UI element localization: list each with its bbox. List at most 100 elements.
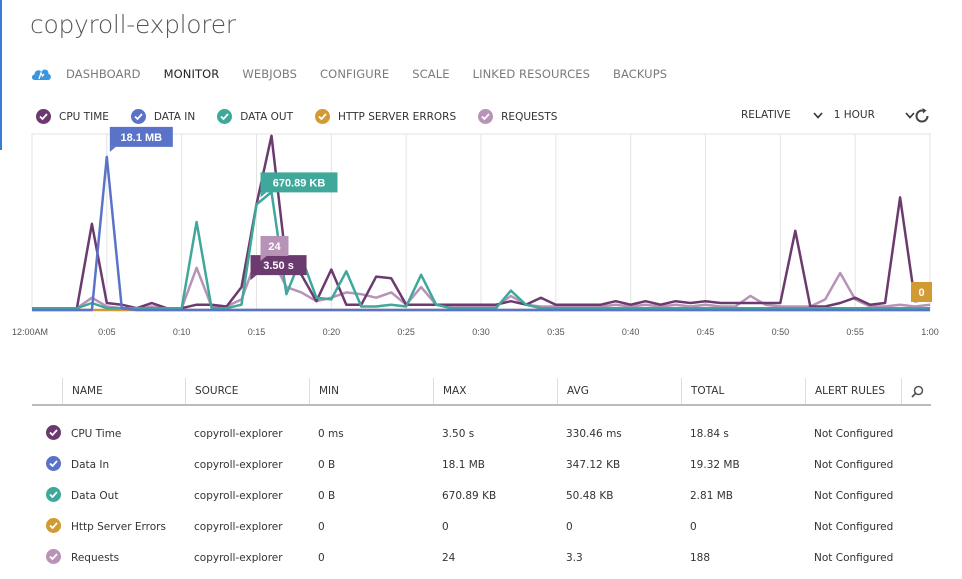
scale-dropdown[interactable]: RELATIVE bbox=[741, 109, 823, 121]
metric-name: Requests bbox=[71, 551, 120, 564]
series-line-data-out bbox=[32, 190, 930, 310]
column-header-total[interactable]: TOTAL bbox=[681, 378, 805, 404]
check-circle-icon bbox=[46, 486, 61, 502]
total-cell: 2.81 MB bbox=[690, 489, 733, 502]
alert-rules-cell[interactable]: Not Configured bbox=[814, 458, 894, 471]
x-tick-label: 0:30 bbox=[472, 327, 490, 337]
peak-callout bbox=[260, 172, 338, 193]
row-checkbox[interactable] bbox=[32, 517, 62, 536]
tab-webjobs[interactable]: WEBJOBS bbox=[242, 67, 298, 81]
avg-cell: 347.12 KB bbox=[566, 458, 621, 471]
tab-monitor[interactable]: MONITOR bbox=[163, 67, 220, 81]
min-cell: 0 B bbox=[318, 458, 336, 471]
legend-item-data-in[interactable]: DATA IN bbox=[130, 109, 196, 124]
metrics-table: NAME SOURCE MIN MAX AVG TOTAL ALERT RULE… bbox=[32, 378, 931, 573]
table-row[interactable]: Requests copyroll-explorer 0 24 3.3 188 Not Co… bbox=[32, 542, 931, 573]
table-row[interactable]: Data Out copyroll-explorer 0 B 670.89 KB 50.… bbox=[32, 480, 931, 511]
column-header-avg[interactable]: AVG bbox=[557, 378, 681, 404]
check-circle-icon bbox=[478, 109, 494, 124]
peak-callout-pointer bbox=[109, 146, 116, 152]
legend-label: REQUESTS bbox=[501, 110, 558, 123]
metric-name: Data Out bbox=[71, 489, 119, 502]
search-icon bbox=[911, 385, 924, 398]
x-tick-label: 0:45 bbox=[697, 327, 715, 337]
metric-name: CPU Time bbox=[71, 427, 122, 440]
total-cell: 188 bbox=[690, 551, 711, 564]
source-cell: copyroll-explorer bbox=[194, 489, 283, 502]
peak-callout-label: 3.50 s bbox=[263, 260, 294, 272]
tab-backups[interactable]: BACKUPS bbox=[612, 67, 668, 81]
top-nav: DASHBOARD MONITOR WEBJOBS CONFIGURE SCAL… bbox=[30, 64, 690, 84]
column-header-name[interactable]: NAME bbox=[62, 378, 185, 404]
peak-callout-pointer bbox=[260, 192, 267, 198]
x-tick-label: 0:15 bbox=[248, 327, 266, 337]
peak-callout bbox=[911, 282, 932, 302]
alert-rules-cell[interactable]: Not Configured bbox=[814, 427, 894, 440]
refresh-icon[interactable] bbox=[913, 107, 931, 125]
table-row[interactable]: CPU Time copyroll-explorer 0 ms 3.50 s 330.4… bbox=[32, 418, 931, 449]
x-tick-label: 0:55 bbox=[846, 327, 864, 337]
x-tick-label: 0:10 bbox=[173, 327, 191, 337]
total-cell: 18.84 s bbox=[690, 427, 729, 440]
left-accent-bar bbox=[0, 0, 2, 150]
legend-label: HTTP SERVER ERRORS bbox=[338, 110, 457, 123]
table-row[interactable]: Http Server Errors copyroll-explorer 0 0 0 0 N… bbox=[32, 511, 931, 542]
source-cell: copyroll-explorer bbox=[194, 520, 283, 533]
tab-configure[interactable]: CONFIGURE bbox=[320, 67, 390, 81]
legend-item-cpu-time[interactable]: CPU TIME bbox=[36, 109, 109, 124]
legend-label: CPU TIME bbox=[59, 110, 109, 123]
check-circle-icon bbox=[217, 109, 233, 124]
column-header-source[interactable]: SOURCE bbox=[185, 378, 309, 404]
chevron-down-icon bbox=[905, 111, 915, 119]
row-checkbox[interactable] bbox=[32, 424, 62, 443]
avg-cell: 50.48 KB bbox=[566, 489, 614, 502]
series-line-data-in bbox=[32, 155, 930, 312]
peak-callout-label: 0 bbox=[918, 287, 924, 299]
table-row[interactable]: Data In copyroll-explorer 0 B 18.1 MB 347.12… bbox=[32, 449, 931, 480]
check-circle-icon bbox=[46, 455, 61, 471]
x-tick-label: 0:35 bbox=[547, 327, 565, 337]
check-circle-icon bbox=[36, 109, 51, 124]
tab-linked-resources[interactable]: LINKED RESOURCES bbox=[472, 67, 590, 81]
min-cell: 0 bbox=[318, 551, 325, 564]
source-cell: copyroll-explorer bbox=[194, 427, 283, 440]
metrics-line-chart: 12:00AM 0:05 0:10 0:15 0:20 0:25 0:30 0:35 0:40 0… bbox=[12, 126, 939, 337]
min-cell: 0 bbox=[318, 520, 325, 533]
check-circle-icon bbox=[46, 424, 61, 440]
legend-label: DATA OUT bbox=[240, 110, 293, 123]
alert-rules-cell[interactable]: Not Configured bbox=[814, 551, 894, 564]
column-header-min[interactable]: MIN bbox=[309, 378, 433, 404]
chart-legend: CPU TIME DATA IN DATA OUT HTTP SERVER ER… bbox=[36, 109, 579, 124]
legend-item-requests[interactable]: REQUESTS bbox=[478, 109, 557, 124]
table-header: NAME SOURCE MIN MAX AVG TOTAL ALERT RULE… bbox=[32, 378, 931, 406]
source-cell: copyroll-explorer bbox=[194, 551, 283, 564]
table-search-button[interactable] bbox=[901, 378, 931, 404]
legend-item-http-server-errors[interactable]: HTTP SERVER ERRORS bbox=[315, 109, 456, 124]
peak-callout bbox=[109, 126, 173, 147]
max-cell: 3.50 s bbox=[442, 427, 475, 440]
column-header-alert-rules[interactable]: ALERT RULES bbox=[805, 378, 901, 404]
metric-name: Data In bbox=[71, 458, 110, 471]
row-checkbox[interactable] bbox=[32, 548, 62, 567]
tab-scale[interactable]: SCALE bbox=[412, 67, 450, 81]
check-circle-icon bbox=[315, 109, 330, 124]
time-range-dropdown[interactable]: 1 HOUR bbox=[834, 109, 915, 121]
row-checkbox[interactable] bbox=[32, 486, 62, 505]
header-select bbox=[32, 378, 62, 404]
legend-item-data-out[interactable]: DATA OUT bbox=[217, 109, 293, 124]
x-tick-label: 0:05 bbox=[98, 327, 116, 337]
tab-dashboard[interactable]: DASHBOARD bbox=[66, 67, 141, 81]
column-header-max[interactable]: MAX bbox=[433, 378, 557, 404]
time-range-dropdown-value: 1 HOUR bbox=[833, 109, 875, 121]
peak-callout-label: 18.1 MB bbox=[121, 132, 163, 144]
max-cell: 24 bbox=[442, 551, 456, 564]
legend-label: DATA IN bbox=[153, 110, 196, 123]
alert-rules-cell[interactable]: Not Configured bbox=[814, 489, 894, 502]
alert-rules-cell[interactable]: Not Configured bbox=[814, 520, 894, 533]
check-circle-icon bbox=[46, 548, 61, 564]
row-checkbox[interactable] bbox=[32, 455, 62, 474]
total-cell: 0 bbox=[690, 520, 697, 533]
avg-cell: 330.46 ms bbox=[566, 427, 622, 440]
metric-name: Http Server Errors bbox=[71, 520, 166, 533]
page-title: copyroll-explorer bbox=[30, 10, 236, 39]
